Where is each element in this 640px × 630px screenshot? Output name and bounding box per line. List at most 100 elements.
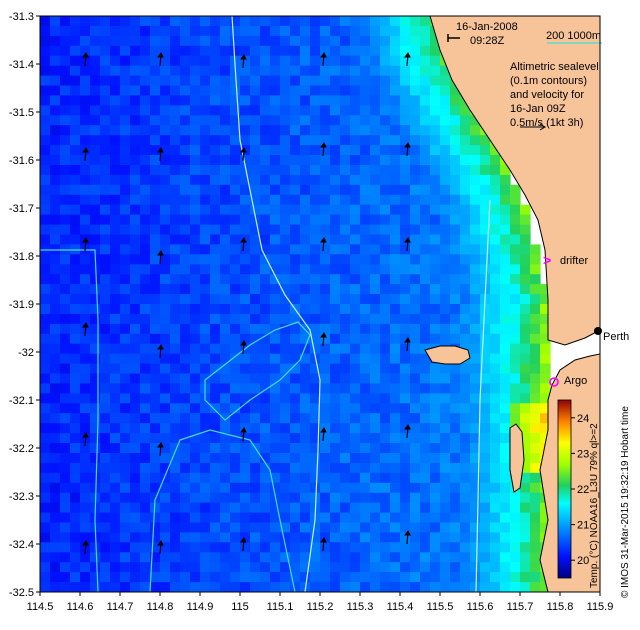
- sst-cell: [50, 462, 61, 474]
- sst-cell: [350, 135, 361, 146]
- sst-cell: [70, 304, 81, 315]
- sst-cell: [300, 174, 311, 186]
- sst-cell: [320, 264, 331, 275]
- sst-cell: [80, 572, 91, 583]
- sst-cell: [210, 294, 221, 305]
- sst-cell: [430, 323, 441, 335]
- sst-cell: [260, 443, 271, 454]
- sst-cell: [490, 194, 501, 206]
- sst-cell: [390, 155, 401, 166]
- sst-cell: [420, 403, 431, 414]
- sst-cell: [390, 552, 401, 563]
- sst-cell: [220, 562, 231, 573]
- sst-cell: [440, 333, 451, 345]
- sst-cell: [260, 472, 271, 484]
- sst-cell: [350, 383, 361, 394]
- sst-cell: [390, 254, 401, 265]
- sst-cell: [250, 135, 261, 146]
- sst-cell: [500, 522, 511, 533]
- sst-cell: [300, 85, 311, 96]
- sst-cell: [50, 135, 61, 146]
- sst-cell: [40, 472, 51, 484]
- sst-cell: [510, 403, 521, 414]
- sst-cell: [530, 333, 541, 345]
- sst-cell: [270, 125, 281, 136]
- sst-cell: [100, 462, 111, 474]
- sst-cell: [420, 115, 431, 126]
- sst-cell: [250, 125, 261, 136]
- sst-cell: [190, 244, 201, 255]
- sst-cell: [310, 254, 321, 265]
- sst-cell: [310, 274, 321, 285]
- sst-cell: [270, 184, 281, 196]
- sst-cell: [420, 145, 431, 156]
- sst-cell: [370, 125, 381, 136]
- sst-cell: [280, 572, 291, 583]
- sst-cell: [420, 194, 431, 206]
- sst-cell: [430, 115, 441, 126]
- velocity-arrowhead: [320, 332, 327, 338]
- sst-cell: [210, 85, 221, 96]
- sst-cell: [300, 353, 311, 365]
- sst-cell: [160, 343, 171, 355]
- sst-cell: [100, 512, 111, 524]
- sst-cell: [240, 304, 251, 315]
- sst-cell: [100, 323, 111, 335]
- sst-cell: [300, 284, 311, 295]
- velocity-arrowhead: [240, 147, 247, 153]
- sst-cell: [80, 413, 91, 424]
- sst-cell: [80, 582, 91, 592]
- sst-cell: [180, 145, 191, 156]
- sst-cell: [230, 274, 241, 285]
- sst-cell: [240, 443, 251, 454]
- sst-cell: [440, 582, 451, 592]
- sst-cell: [190, 294, 201, 305]
- sst-cell: [110, 214, 121, 226]
- sst-cell: [520, 234, 531, 245]
- sst-cell: [330, 214, 341, 226]
- sst-cell: [520, 363, 531, 375]
- sst-cell: [290, 45, 301, 57]
- sst-cell: [70, 472, 81, 484]
- sst-cell: [320, 65, 331, 77]
- sst-cell: [120, 443, 131, 454]
- sst-cell: [130, 45, 141, 57]
- sst-cell: [300, 204, 311, 216]
- sst-cell: [430, 224, 441, 236]
- sst-cell: [90, 284, 101, 295]
- sst-cell: [470, 214, 481, 226]
- sst-cell: [190, 423, 201, 434]
- sst-cell: [50, 403, 61, 414]
- sst-cell: [350, 532, 361, 543]
- sst-cell: [400, 194, 411, 206]
- sst-cell: [270, 244, 281, 255]
- sst-cell: [110, 16, 121, 27]
- sst-cell: [150, 45, 161, 57]
- sst-cell: [70, 343, 81, 355]
- sst-cell: [40, 433, 51, 444]
- sst-cell: [300, 363, 311, 375]
- colorbar-tick-label: 24: [577, 413, 589, 425]
- sst-cell: [150, 184, 161, 196]
- sst-cell: [310, 115, 321, 126]
- sst-cell: [80, 65, 91, 77]
- sst-cell: [40, 353, 51, 365]
- sst-cell: [460, 333, 471, 345]
- sst-cell: [370, 254, 381, 265]
- sst-cell: [410, 373, 421, 384]
- sst-cell: [60, 204, 71, 216]
- sst-cell: [430, 562, 441, 573]
- sst-cell: [80, 75, 91, 87]
- sst-cell: [250, 323, 261, 335]
- sst-cell: [270, 25, 281, 37]
- sst-cell: [310, 462, 321, 474]
- sst-cell: [300, 105, 311, 116]
- sst-cell: [210, 323, 221, 335]
- sst-cell: [140, 25, 151, 37]
- sst-cell: [480, 234, 491, 245]
- sst-cell: [40, 502, 51, 514]
- sst-cell: [150, 304, 161, 315]
- sst-cell: [140, 155, 151, 166]
- sst-cell: [60, 135, 71, 146]
- sst-cell: [420, 383, 431, 394]
